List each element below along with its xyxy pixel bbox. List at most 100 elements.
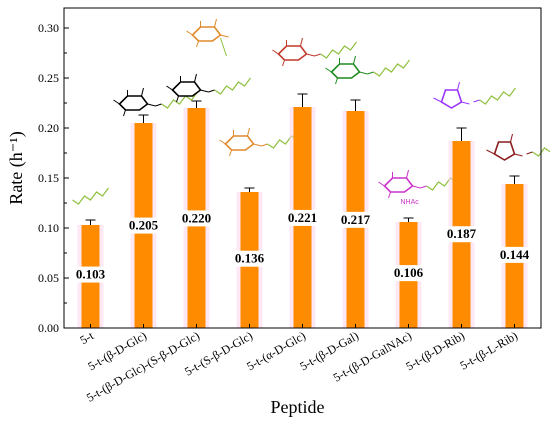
hydroxyl bbox=[123, 109, 126, 117]
hydroxyl bbox=[282, 59, 285, 67]
linker bbox=[155, 103, 162, 107]
s-beta-d-glucose-icon bbox=[219, 127, 262, 157]
ring bbox=[191, 26, 222, 42]
sugar-structure-0 bbox=[72, 187, 109, 205]
hydroxyl bbox=[141, 87, 144, 97]
data-label: 0.220 bbox=[182, 210, 211, 225]
y-tick-label: 0.20 bbox=[38, 121, 59, 135]
ring bbox=[171, 81, 202, 97]
x-tick-label: 5-t-(α-D-Glc) bbox=[244, 328, 308, 373]
hydroxyl bbox=[300, 37, 303, 47]
x-axis-title: Peptide bbox=[271, 397, 325, 417]
ring bbox=[118, 95, 149, 111]
hydroxyl bbox=[353, 55, 356, 65]
s-beta-d-glucose-icon bbox=[186, 18, 229, 48]
sugar-structure-4 bbox=[272, 37, 357, 67]
x-tick-label: 5-t-(β-D-Rib) bbox=[403, 328, 467, 373]
data-label-bg bbox=[230, 250, 269, 267]
linker bbox=[526, 151, 533, 155]
hydroxyl bbox=[388, 191, 391, 199]
alkyl-chain bbox=[479, 87, 516, 105]
data-label-bg bbox=[124, 217, 163, 234]
hydroxyl bbox=[510, 133, 513, 143]
hydroxyl bbox=[378, 181, 385, 187]
ring bbox=[440, 89, 463, 109]
hydroxyl bbox=[196, 40, 199, 48]
alkyl-chain bbox=[72, 187, 109, 205]
bars: 0.103 0.205 0.220 0.136 0.221 0.217 0.106 0.187… bbox=[71, 93, 534, 328]
data-label: 0.136 bbox=[235, 251, 265, 266]
data-label: 0.103 bbox=[76, 267, 106, 282]
hydroxyl bbox=[272, 49, 279, 55]
x-axis: 5-t5-t-(β-D-Glc)5-t-(β-D-Glc)-(S-β-D-Glc… bbox=[77, 324, 520, 405]
hydroxyl bbox=[457, 81, 460, 91]
hydroxyl bbox=[186, 30, 193, 36]
sugar-structure-8 bbox=[486, 133, 550, 161]
hydroxyl bbox=[176, 95, 179, 103]
glycosidic-bond bbox=[461, 101, 470, 105]
y-tick-label: 0.30 bbox=[38, 21, 59, 35]
hydroxyl bbox=[433, 97, 442, 103]
y-tick-label: 0.10 bbox=[38, 221, 59, 235]
alkyl-chain bbox=[373, 59, 410, 77]
ring bbox=[277, 45, 308, 61]
beta-d-galnac-icon bbox=[378, 169, 421, 199]
data-label: 0.221 bbox=[288, 210, 317, 225]
x-tick-label: 5-t-(β-L-Rib) bbox=[457, 328, 520, 372]
hydroxyl bbox=[214, 18, 217, 28]
hydroxyl bbox=[335, 77, 338, 85]
ring bbox=[330, 63, 361, 79]
hydroxyl bbox=[229, 149, 232, 157]
data-label: 0.205 bbox=[129, 218, 159, 233]
x-tick-label: 5-t bbox=[77, 328, 96, 347]
ring bbox=[493, 141, 516, 161]
linker bbox=[420, 185, 427, 189]
data-label-bg bbox=[389, 265, 428, 282]
y-axis: 0.00 0.05 0.10 0.15 0.20 0.25 0.30 bbox=[38, 21, 69, 335]
beta-d-glucose-icon bbox=[166, 73, 209, 103]
hydroxyl bbox=[194, 73, 197, 83]
glycosidic-bond bbox=[220, 34, 229, 38]
linker bbox=[473, 99, 480, 103]
y-tick-label: 0.00 bbox=[38, 321, 59, 335]
alkyl-chain bbox=[320, 41, 357, 59]
data-label-bg bbox=[336, 211, 375, 228]
glycosidic-bond bbox=[253, 143, 262, 147]
data-label-bg bbox=[71, 266, 110, 283]
glycosidic-bond bbox=[200, 89, 209, 93]
linker bbox=[220, 37, 227, 57]
hydroxyl bbox=[113, 99, 120, 105]
beta-d-glucose-icon bbox=[113, 87, 156, 117]
linker bbox=[314, 53, 321, 57]
data-label-bg bbox=[495, 246, 534, 263]
data-label-bg bbox=[283, 209, 322, 226]
hydroxyl bbox=[247, 127, 250, 137]
glycosidic-bond bbox=[147, 103, 156, 107]
data-label: 0.187 bbox=[447, 226, 477, 241]
beta-l-ribose-icon bbox=[486, 133, 523, 161]
y-tick-label: 0.25 bbox=[38, 71, 59, 85]
data-label: 0.217 bbox=[341, 212, 371, 227]
alkyl-chain bbox=[532, 147, 550, 157]
data-label: 0.144 bbox=[500, 247, 530, 262]
hydroxyl bbox=[219, 139, 226, 145]
plot-frame bbox=[63, 7, 542, 329]
y-tick-label: 0.15 bbox=[38, 171, 59, 185]
hydroxyl bbox=[406, 169, 409, 179]
beta-d-ribose-icon bbox=[433, 81, 470, 109]
data-label-bg bbox=[177, 210, 216, 227]
y-axis-title: Rate (h⁻¹) bbox=[6, 131, 27, 204]
beta-d-galactose-icon bbox=[325, 55, 368, 85]
glycosidic-bond bbox=[412, 185, 421, 189]
y-tick-label: 0.05 bbox=[38, 271, 59, 285]
alpha-d-glucose-icon bbox=[272, 37, 315, 67]
linker bbox=[261, 143, 268, 147]
ring bbox=[383, 177, 414, 193]
alkyl-chain bbox=[161, 91, 198, 109]
sugar-structure-7 bbox=[433, 81, 516, 109]
hydroxyl bbox=[325, 67, 332, 73]
alkyl-chain bbox=[214, 77, 251, 95]
glycosidic-bond bbox=[359, 71, 368, 75]
sugar-structure-5 bbox=[325, 55, 410, 85]
